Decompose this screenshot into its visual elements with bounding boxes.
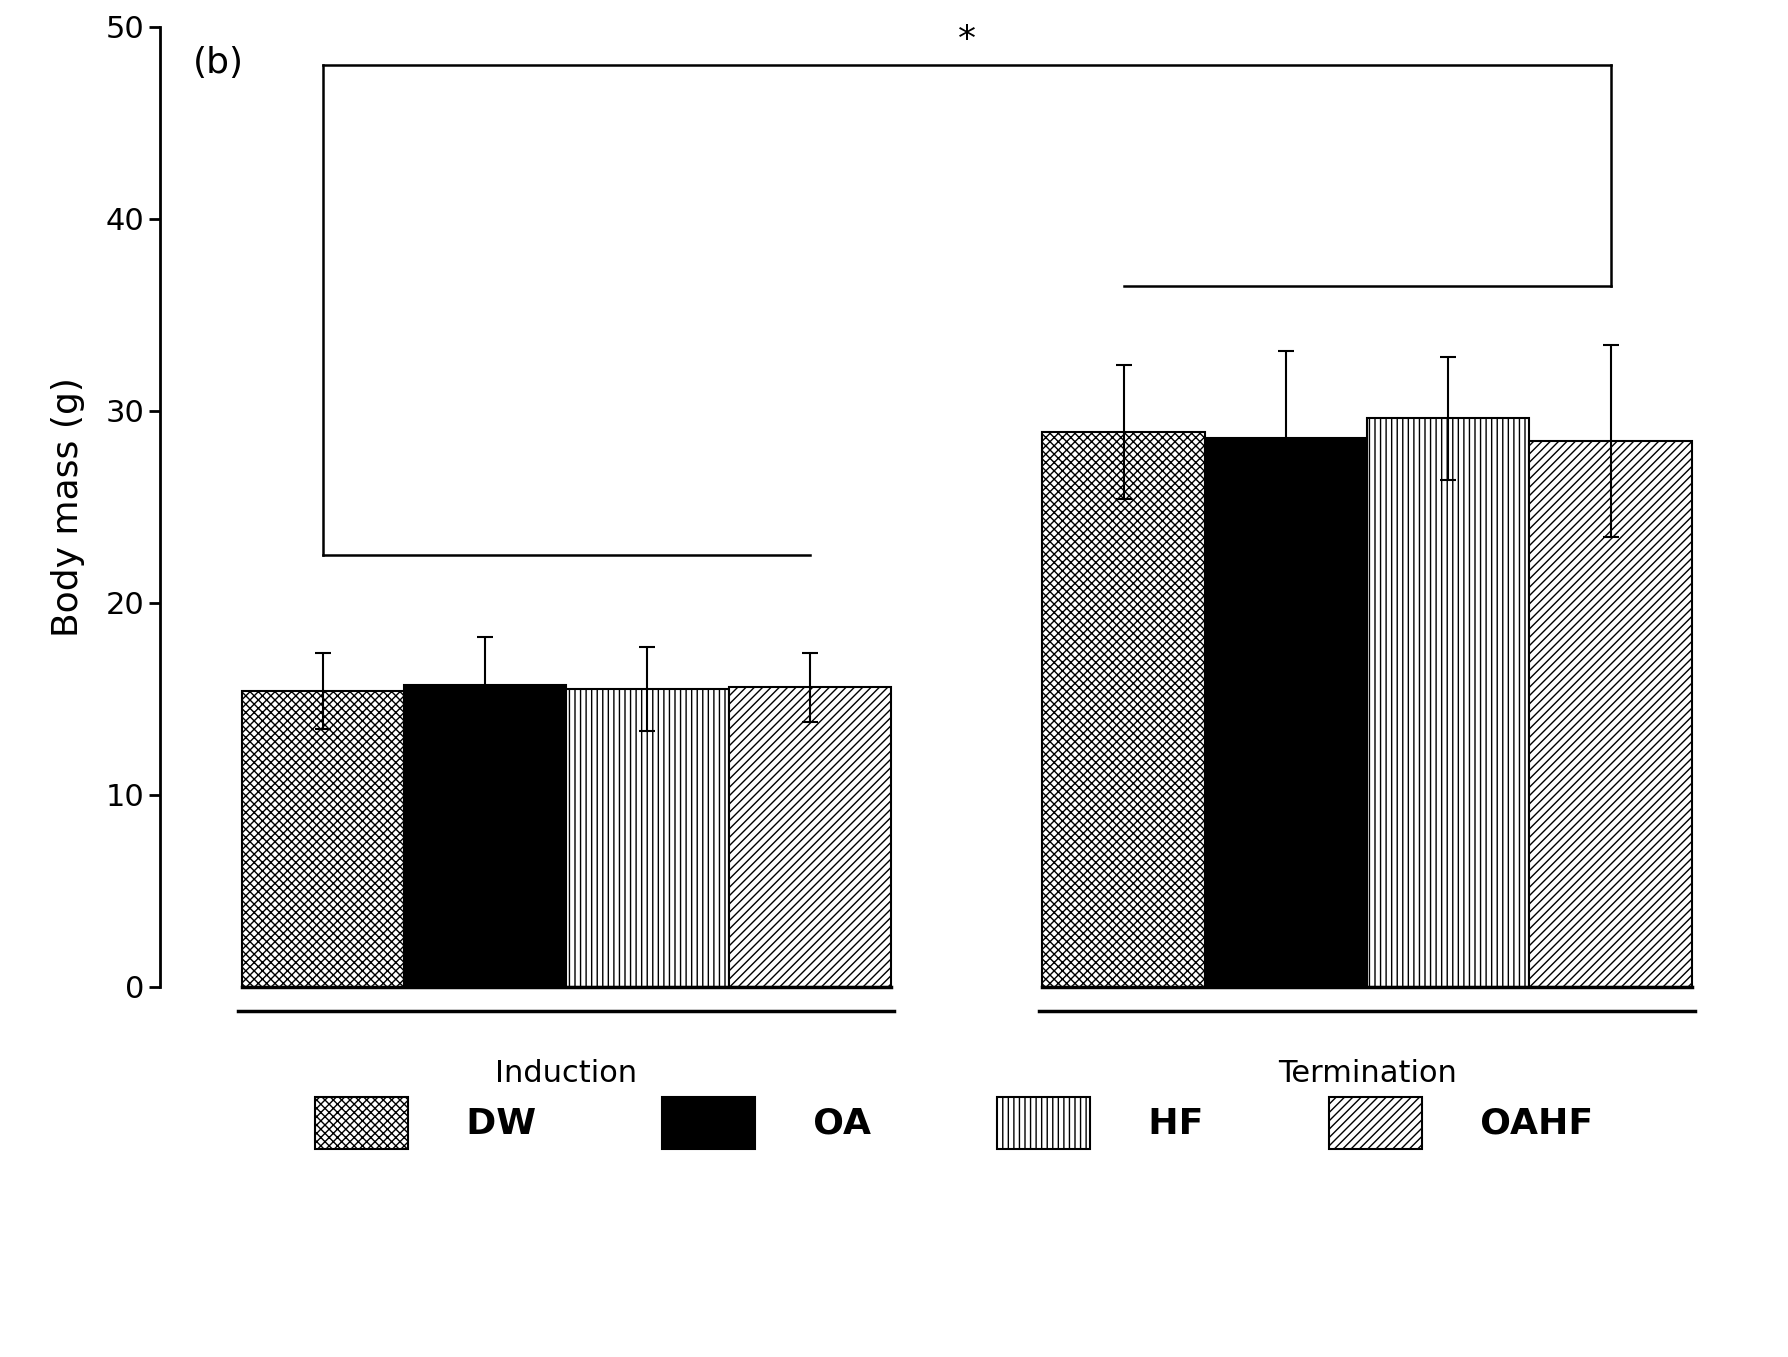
Legend:   DW  ,   OA  ,   HF  ,   OAHF  : DW , OA , HF , OAHF — [300, 1084, 1632, 1162]
Bar — [1529, 441, 1691, 987]
Bar — [1042, 432, 1205, 987]
Text: Induction: Induction — [495, 1058, 637, 1088]
Bar — [1368, 418, 1529, 987]
Bar — [241, 691, 404, 987]
Bar — [730, 687, 890, 987]
Y-axis label: Body mass (g): Body mass (g) — [50, 377, 84, 636]
Bar — [567, 689, 730, 987]
Bar — [1205, 437, 1368, 987]
Text: (b): (b) — [193, 46, 243, 80]
Text: *: * — [958, 23, 976, 57]
Text: Termination: Termination — [1278, 1058, 1457, 1088]
Bar — [404, 685, 567, 987]
